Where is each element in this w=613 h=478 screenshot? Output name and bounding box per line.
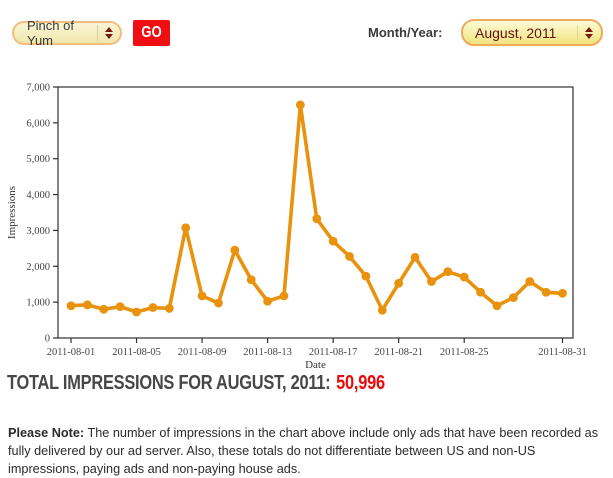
- go-button-label: GO: [141, 24, 162, 41]
- stepper-icon: [105, 27, 113, 39]
- month-year-label: Month/Year:: [368, 25, 443, 40]
- svg-text:2011-08-17: 2011-08-17: [309, 347, 358, 358]
- site-selector-value: Pinch of Yum: [27, 18, 74, 48]
- svg-text:3,000: 3,000: [26, 226, 50, 237]
- note-label: Please Note:: [8, 426, 85, 440]
- svg-text:2011-08-01: 2011-08-01: [47, 347, 96, 358]
- arrow-up-icon: [105, 27, 113, 32]
- svg-text:2011-08-21: 2011-08-21: [374, 347, 423, 358]
- svg-text:Impressions: Impressions: [6, 186, 18, 239]
- go-button[interactable]: GO: [133, 20, 170, 46]
- site-selector[interactable]: Pinch of Yum: [12, 18, 122, 48]
- svg-text:Date: Date: [305, 359, 326, 371]
- svg-text:7,000: 7,000: [26, 83, 50, 94]
- total-impressions-value: 50,996: [336, 372, 385, 394]
- arrow-down-icon: [105, 34, 113, 39]
- svg-text:2011-08-05: 2011-08-05: [112, 347, 161, 358]
- arrow-down-icon: [585, 33, 593, 39]
- total-impressions-line: TOTAL IMPRESSIONS FOR AUGUST, 2011: 50,99…: [7, 372, 385, 395]
- note-body: The number of impressions in the chart a…: [8, 426, 599, 477]
- svg-text:2011-08-31: 2011-08-31: [538, 347, 587, 358]
- svg-text:4,000: 4,000: [26, 190, 50, 201]
- impressions-chart: 0 1,000 2,000 3,000 4,000 5,000 6,000 7,000 2011…: [0, 62, 613, 374]
- stepper-divider: [577, 24, 578, 41]
- svg-text:2011-08-13: 2011-08-13: [243, 347, 292, 358]
- svg-text:2011-08-25: 2011-08-25: [440, 347, 489, 358]
- month-year-selector[interactable]: August, 2011: [461, 19, 603, 46]
- stepper-icon: [585, 26, 593, 39]
- svg-text:0: 0: [45, 334, 50, 345]
- svg-text:6,000: 6,000: [26, 118, 50, 129]
- month-year-selector-value: August, 2011: [475, 24, 557, 41]
- svg-text:2,000: 2,000: [26, 262, 50, 273]
- note-text: Please Note: The number of impressions i…: [8, 424, 607, 478]
- stepper-divider: [97, 25, 98, 41]
- arrow-up-icon: [585, 26, 593, 32]
- svg-text:5,000: 5,000: [26, 154, 50, 165]
- svg-text:1,000: 1,000: [26, 298, 50, 309]
- svg-text:2011-08-09: 2011-08-09: [178, 347, 227, 358]
- total-impressions-label: TOTAL IMPRESSIONS FOR AUGUST, 2011:: [7, 372, 331, 394]
